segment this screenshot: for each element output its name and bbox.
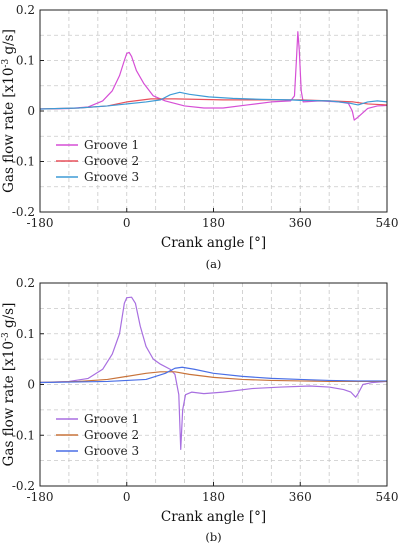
x-tick-label: 0 (123, 490, 131, 504)
series-line-3 (40, 91, 387, 110)
y-axis-label-sup: -3 (1, 59, 11, 68)
x-axis-label: Crank angle [°] (161, 235, 266, 251)
x-axis-label: Crank angle [°] (161, 509, 266, 525)
series-group (40, 296, 387, 451)
y-tick-label: 0.2 (16, 276, 35, 290)
series-line-3 (40, 366, 387, 384)
grid (40, 283, 387, 486)
chart-panel-1: -180 0 180 360 540 -0.2 -0.1 0 0.1 0.2 Crank angle… (1, 3, 398, 271)
legend-label-3: Groove 3 (84, 170, 139, 184)
y-axis-label-sup: -3 (1, 332, 11, 341)
y-axis-label-main: Gas flow rate [x10 (1, 341, 17, 466)
x-tick-label: 180 (202, 490, 225, 504)
y-tick-label: 0.1 (16, 54, 35, 68)
y-tick-label: -0.1 (12, 155, 35, 169)
panel-caption: (a) (206, 257, 222, 271)
y-axis-label-main: Gas flow rate [x10 (1, 68, 17, 193)
legend-label-2: Groove 2 (84, 154, 139, 168)
y-tick-label: 0 (27, 378, 35, 392)
x-tick-label: -180 (27, 490, 54, 504)
x-tick-label: 540 (376, 490, 399, 504)
y-tick-label: -0.2 (12, 479, 35, 493)
y-axis-label-tail: g/s] (1, 303, 17, 333)
series-line-1 (40, 31, 387, 121)
y-tick-label: 0 (27, 104, 35, 118)
legend-label-1: Groove 1 (84, 138, 139, 152)
legend-label-1: Groove 1 (84, 412, 139, 426)
y-axis-label: Gas flow rate [x10-3 g/s] (1, 303, 17, 467)
y-axis-label-tail: g/s] (1, 29, 17, 59)
series-line-1 (40, 296, 387, 451)
x-tick-label: 540 (376, 216, 399, 230)
legend-label-2: Groove 2 (84, 428, 139, 442)
y-axis-label: Gas flow rate [x10-3 g/s] (1, 29, 17, 193)
y-tick-label: 0.1 (16, 327, 35, 341)
grid (40, 10, 387, 212)
x-tick-label: 360 (289, 490, 312, 504)
chart-panel-2: -180 0 180 360 540 -0.2 -0.1 0 0.1 0.2 Crank angle… (1, 276, 398, 544)
x-tick-label: 180 (202, 216, 225, 230)
legend: Groove 1 Groove 2 Groove 3 (56, 138, 139, 184)
panel-caption: (b) (205, 530, 221, 544)
y-tick-label: 0.2 (16, 3, 35, 17)
x-tick-label: -180 (27, 216, 54, 230)
x-tick-label: 0 (123, 216, 131, 230)
series-group (40, 31, 387, 121)
legend-label-3: Groove 3 (84, 444, 139, 458)
y-tick-label: -0.1 (12, 428, 35, 442)
x-tick-label: 360 (289, 216, 312, 230)
y-tick-label: -0.2 (12, 205, 35, 219)
series-line-2 (40, 371, 387, 384)
series-line-2 (40, 98, 387, 110)
legend: Groove 1 Groove 2 Groove 3 (56, 412, 139, 458)
